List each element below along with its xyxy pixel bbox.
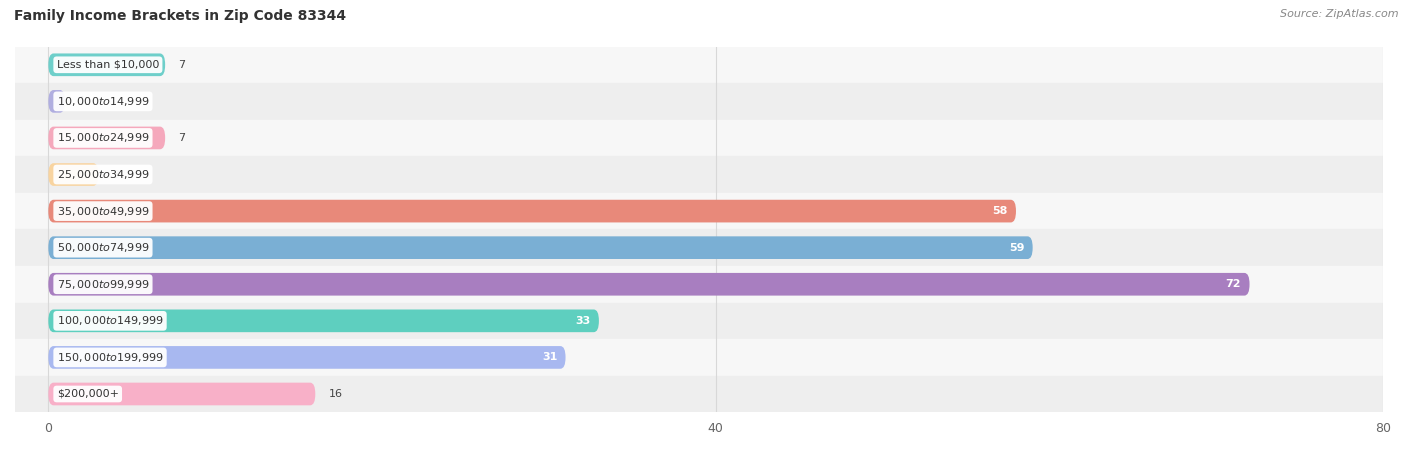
FancyBboxPatch shape — [48, 382, 315, 405]
Bar — [15, 120, 1384, 156]
Text: $200,000+: $200,000+ — [56, 389, 118, 399]
FancyBboxPatch shape — [48, 54, 165, 76]
FancyBboxPatch shape — [48, 126, 165, 149]
Text: 16: 16 — [329, 389, 343, 399]
Text: $10,000 to $14,999: $10,000 to $14,999 — [56, 95, 149, 108]
Bar — [15, 376, 1384, 412]
FancyBboxPatch shape — [48, 163, 98, 186]
Text: 3: 3 — [111, 170, 118, 180]
Text: $150,000 to $199,999: $150,000 to $199,999 — [56, 351, 163, 364]
Bar — [15, 302, 1384, 339]
Bar — [15, 230, 1384, 266]
FancyBboxPatch shape — [48, 346, 565, 369]
Bar — [15, 156, 1384, 193]
Text: $15,000 to $24,999: $15,000 to $24,999 — [56, 131, 149, 144]
Text: Less than $10,000: Less than $10,000 — [56, 60, 159, 70]
Text: 33: 33 — [575, 316, 591, 326]
FancyBboxPatch shape — [48, 310, 599, 332]
Text: Family Income Brackets in Zip Code 83344: Family Income Brackets in Zip Code 83344 — [14, 9, 346, 23]
Text: $75,000 to $99,999: $75,000 to $99,999 — [56, 278, 149, 291]
Text: 7: 7 — [179, 60, 186, 70]
Text: 31: 31 — [541, 352, 557, 362]
FancyBboxPatch shape — [48, 90, 65, 112]
Text: $25,000 to $34,999: $25,000 to $34,999 — [56, 168, 149, 181]
FancyBboxPatch shape — [48, 200, 1017, 222]
Bar — [15, 46, 1384, 83]
Text: 7: 7 — [179, 133, 186, 143]
FancyBboxPatch shape — [48, 273, 1250, 296]
Text: $35,000 to $49,999: $35,000 to $49,999 — [56, 205, 149, 218]
Text: 72: 72 — [1226, 279, 1241, 289]
Bar — [15, 266, 1384, 302]
Bar — [15, 339, 1384, 376]
Text: $50,000 to $74,999: $50,000 to $74,999 — [56, 241, 149, 254]
Text: 59: 59 — [1010, 243, 1025, 253]
Bar — [15, 193, 1384, 230]
Text: Source: ZipAtlas.com: Source: ZipAtlas.com — [1281, 9, 1399, 19]
Text: 1: 1 — [79, 96, 86, 106]
Text: 58: 58 — [993, 206, 1008, 216]
Bar — [15, 83, 1384, 120]
Text: $100,000 to $149,999: $100,000 to $149,999 — [56, 315, 163, 327]
FancyBboxPatch shape — [48, 236, 1032, 259]
